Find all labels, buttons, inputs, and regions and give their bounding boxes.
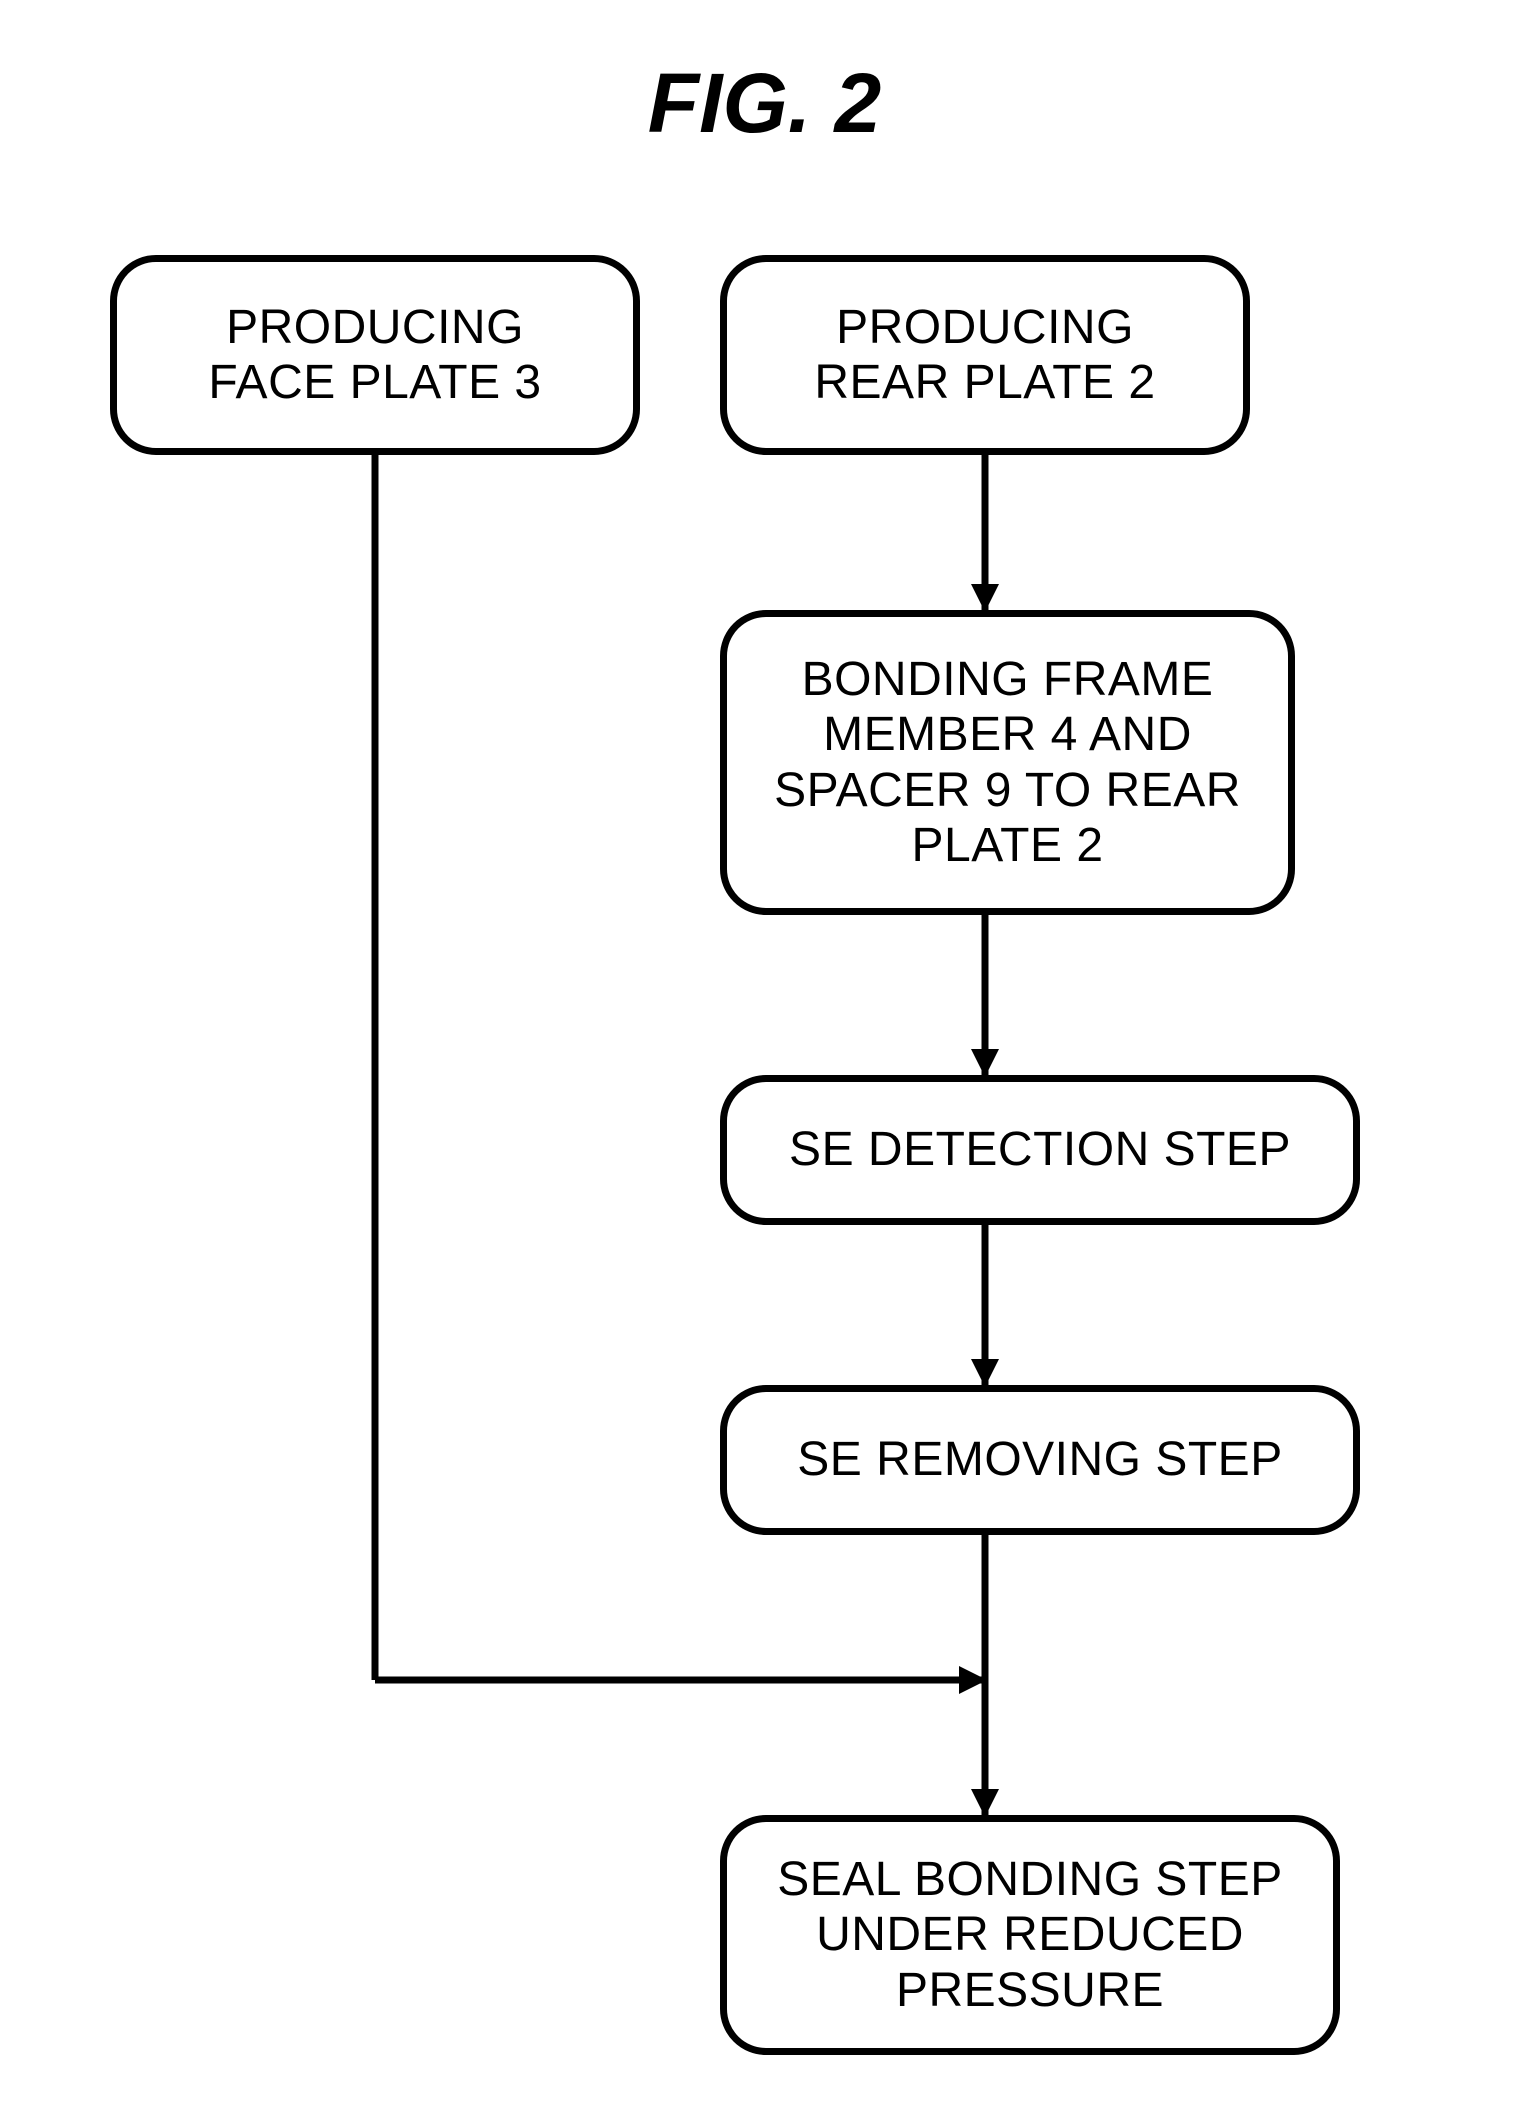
- flowchart-node-face-plate: PRODUCING FACE PLATE 3: [110, 255, 640, 455]
- flowchart-node-se-detect: SE DETECTION STEP: [720, 1075, 1360, 1225]
- flowchart-node-seal-bond: SEAL BONDING STEP UNDER REDUCED PRESSURE: [720, 1815, 1340, 2055]
- flowchart-node-bonding: BONDING FRAME MEMBER 4 AND SPACER 9 TO R…: [720, 610, 1295, 915]
- flowchart-node-se-remove: SE REMOVING STEP: [720, 1385, 1360, 1535]
- flowchart-canvas: FIG. 2 PRODUCING FACE PLATE 3PRODUCING R…: [0, 0, 1529, 2109]
- flowchart-node-rear-plate: PRODUCING REAR PLATE 2: [720, 255, 1250, 455]
